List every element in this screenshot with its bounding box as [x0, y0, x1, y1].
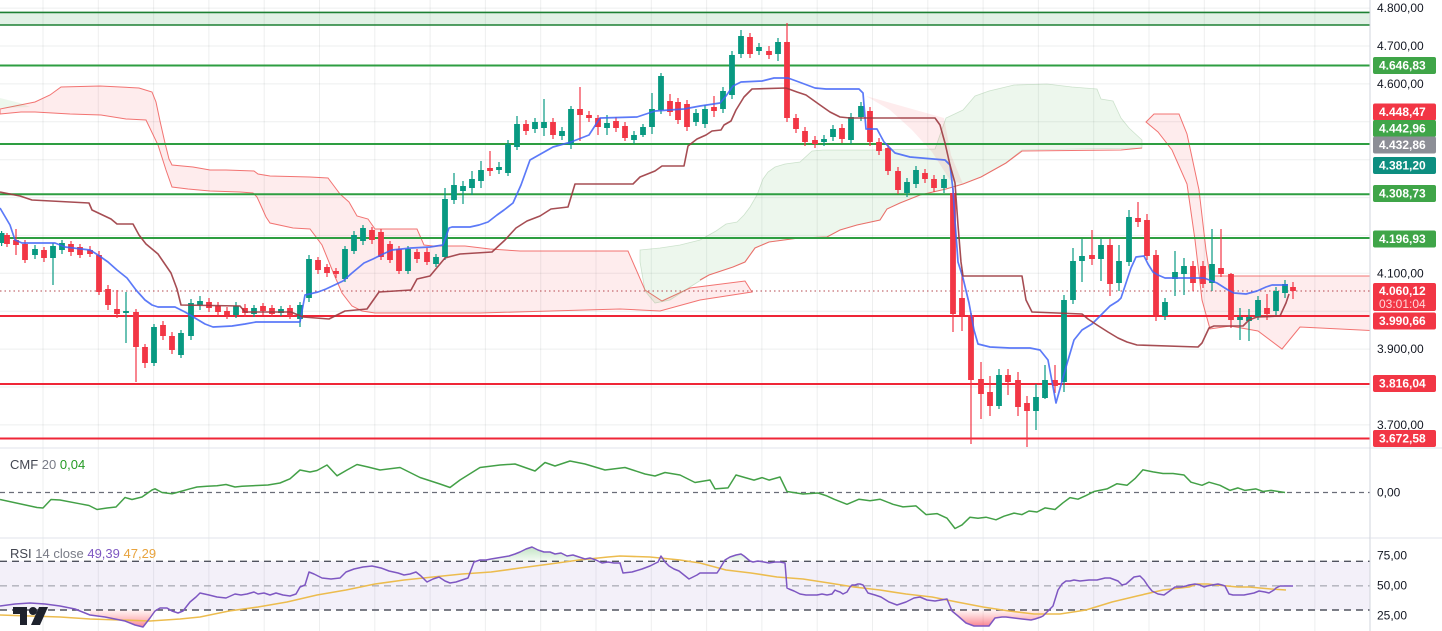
- svg-text:3.816,04: 3.816,04: [1379, 377, 1426, 391]
- svg-text:4.448,47: 4.448,47: [1379, 105, 1426, 119]
- svg-text:4.381,20: 4.381,20: [1379, 159, 1426, 173]
- svg-text:4.060,12: 4.060,12: [1379, 284, 1426, 298]
- svg-text:4.800,00: 4.800,00: [1377, 1, 1424, 15]
- svg-text:4.442,96: 4.442,96: [1379, 122, 1426, 136]
- svg-text:50,00: 50,00: [1377, 579, 1407, 593]
- svg-text:0,00: 0,00: [1377, 486, 1401, 500]
- svg-text:4.196,93: 4.196,93: [1379, 232, 1426, 246]
- svg-text:RSI 14 close 49,39 47,29: RSI 14 close 49,39 47,29: [10, 546, 156, 561]
- svg-text:4.308,73: 4.308,73: [1379, 187, 1426, 201]
- svg-text:3.700,00: 3.700,00: [1377, 418, 1424, 432]
- svg-text:4.432,86: 4.432,86: [1379, 138, 1426, 152]
- svg-text:03:01:04: 03:01:04: [1379, 297, 1426, 311]
- svg-text:3.900,00: 3.900,00: [1377, 342, 1424, 356]
- svg-text:4.700,00: 4.700,00: [1377, 39, 1424, 53]
- svg-text:4.646,83: 4.646,83: [1379, 59, 1426, 73]
- svg-text:4.100,00: 4.100,00: [1377, 266, 1424, 280]
- svg-text:25,00: 25,00: [1377, 609, 1407, 623]
- svg-text:3.672,58: 3.672,58: [1379, 432, 1426, 446]
- svg-text:3.990,66: 3.990,66: [1379, 314, 1426, 328]
- svg-text:CMF 20 0,04: CMF 20 0,04: [10, 457, 85, 472]
- svg-text:4.600,00: 4.600,00: [1377, 77, 1424, 91]
- svg-text:75,00: 75,00: [1377, 549, 1407, 563]
